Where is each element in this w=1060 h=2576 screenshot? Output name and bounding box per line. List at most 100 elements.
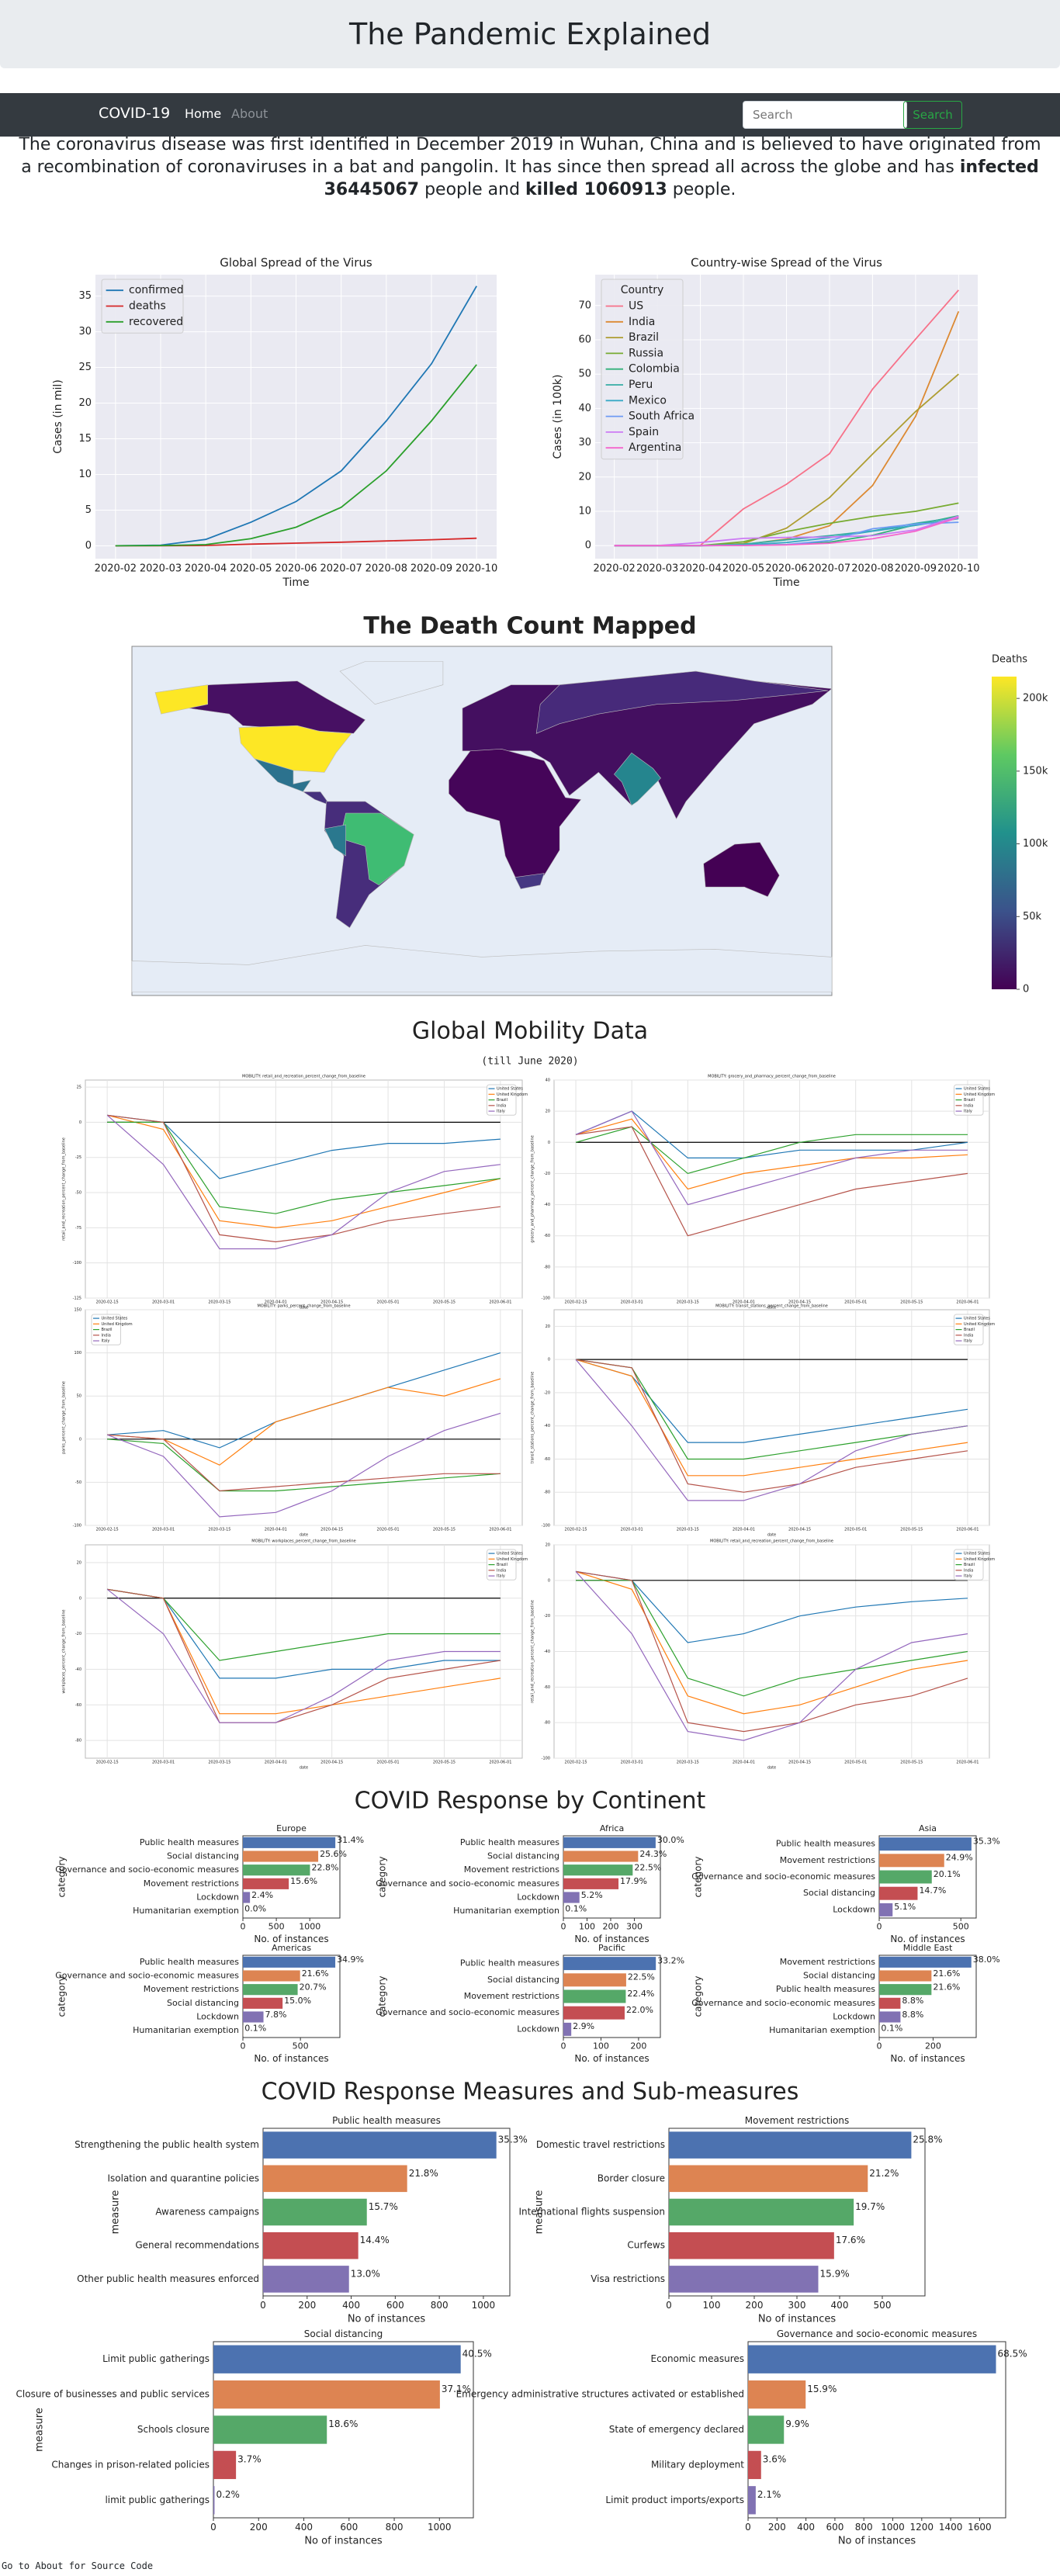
legend-box [601,279,684,460]
nav-link[interactable]: About [231,106,268,121]
series-line [575,1359,968,1460]
chart-title: Social distancing [304,2328,383,2339]
x-tick-label: 500 [874,2300,892,2311]
y-tick-label: -80 [544,1265,550,1269]
bar [563,2022,572,2036]
percent-label: 20.1% [934,1869,961,1879]
x-tick-label: 2020-05-15 [900,1300,923,1305]
x-tick-label: 0 [666,2300,672,2311]
y-tick-label: 30 [78,326,92,338]
x-tick-label: 600 [826,2522,843,2533]
bar [879,2011,901,2023]
bar [243,1878,289,1889]
category-label: Military deployment [651,2459,744,2470]
category-label: Governance and socio-economic measures [376,1878,559,1889]
percent-label: 24.3% [639,1849,667,1859]
category-label: Awareness campaigns [155,2207,259,2218]
legend-label: Spain [629,426,659,438]
category-label: Limit public gatherings [102,2353,210,2364]
x-tick-label: 1600 [968,2522,992,2533]
series-line [106,1588,501,1723]
category-label: Humanitarian exemption [133,1906,239,1916]
y-tick-label: -20 [544,1172,550,1176]
x-tick-label: 2020-04-15 [788,1300,811,1305]
bar [243,2011,264,2023]
legend-label: Russia [629,347,663,359]
search-input[interactable] [743,101,907,129]
category-label: Lockdown [833,1904,875,1914]
percent-label: 19.7% [855,2201,885,2212]
x-tick-label: 2020-02-15 [96,1300,119,1305]
x-tick-label: 100 [579,1922,595,1932]
intro-text: people and [419,180,526,199]
category-label: Isolation and quarantine policies [107,2173,259,2183]
plot-area [878,1955,977,2038]
percent-label: 21.6% [302,1968,329,1979]
x-tick-label: 2020-03-15 [677,1528,699,1532]
x-tick-label: 2020-05-01 [844,1300,867,1305]
category-label: Strengthening the public health system [74,2139,259,2150]
chart-title: MOBILITY: transit_stations_percent_chang… [715,1304,828,1309]
chart-title: MOBILITY: parks_percent_change_from_base… [257,1304,350,1309]
plot-area [553,1309,990,1526]
x-tick-label: 2020-03-15 [208,1528,230,1532]
legend-box [91,1314,121,1345]
x-tick-label: 0 [260,2300,266,2311]
colorbar-tick-label: 0 [1023,984,1029,995]
y-tick-label: 100 [74,1351,81,1356]
x-tick-label: 1000 [472,2300,496,2311]
legend-label: South Africa [629,410,695,423]
nav-link[interactable]: Home [185,106,222,121]
x-tick-label: 500 [268,1922,285,1932]
x-tick-label: 1000 [299,1922,320,1932]
bar [263,2165,407,2193]
country [514,873,545,890]
bar [563,1878,619,1889]
bar [669,2266,819,2293]
percent-label: 21.6% [933,1982,960,1993]
percent-label: 0.1% [244,2024,266,2034]
x-axis-label: No of instances [758,2314,837,2325]
x-tick-label: 0 [241,1922,246,1932]
y-tick-label: -100 [542,1297,550,1301]
percent-label: 0.1% [565,1904,587,1914]
x-tick-label: 500 [293,2041,309,2051]
bar [879,1956,972,1968]
y-tick-label: -100 [73,1524,81,1529]
legend-label: Brazil [497,1098,507,1103]
category-label: Movement restrictions [780,1855,876,1865]
intro-text: The coronavirus disease was first identi… [19,135,1041,177]
category-label: General recommendations [135,2240,259,2251]
category-label: Other public health measures enforced [77,2273,259,2284]
x-tick-label: 2020-02 [593,563,635,575]
x-tick-label: 2020-06-01 [489,1528,511,1532]
brand[interactable]: COVID-19 [99,105,171,122]
x-tick-label: 0 [877,2041,882,2051]
bar [879,1854,944,1868]
colorbar-tick-label: 100k [1023,838,1048,850]
search-button[interactable]: Search [903,101,962,129]
category-label: Governance and socio-economic measures [691,1998,875,2008]
x-tick-label: 2020-09 [410,563,452,575]
category-label: Governance and socio-economic measures [376,2007,559,2017]
y-tick-label: 0 [79,1596,81,1601]
category-label: Social distancing [487,1851,559,1861]
percent-label: 7.8% [265,2010,287,2020]
x-tick-label: 100 [593,2041,609,2051]
series-line [115,364,477,547]
chart-title: Middle East [903,1943,953,1953]
y-axis-label: Cases (in 100k) [552,375,564,459]
y-axis-label: category [693,1975,704,2017]
y-tick-label: -75 [75,1226,81,1231]
percent-label: 15.0% [284,1996,311,2006]
legend-label: United Kingdom [497,1092,528,1097]
percent-label: 25.8% [913,2135,942,2145]
x-tick-label: 2020-03-15 [677,1761,699,1765]
x-tick-label: 800 [431,2300,449,2311]
plot-area [242,1955,341,2038]
x-tick-label: 1200 [910,2522,934,2533]
chart-title: MOBILITY: workplaces_percent_change_from… [251,1539,355,1544]
y-tick-label: 0 [79,1120,81,1125]
percent-label: 15.6% [290,1876,317,1886]
y-tick-label: -80 [544,1491,550,1495]
